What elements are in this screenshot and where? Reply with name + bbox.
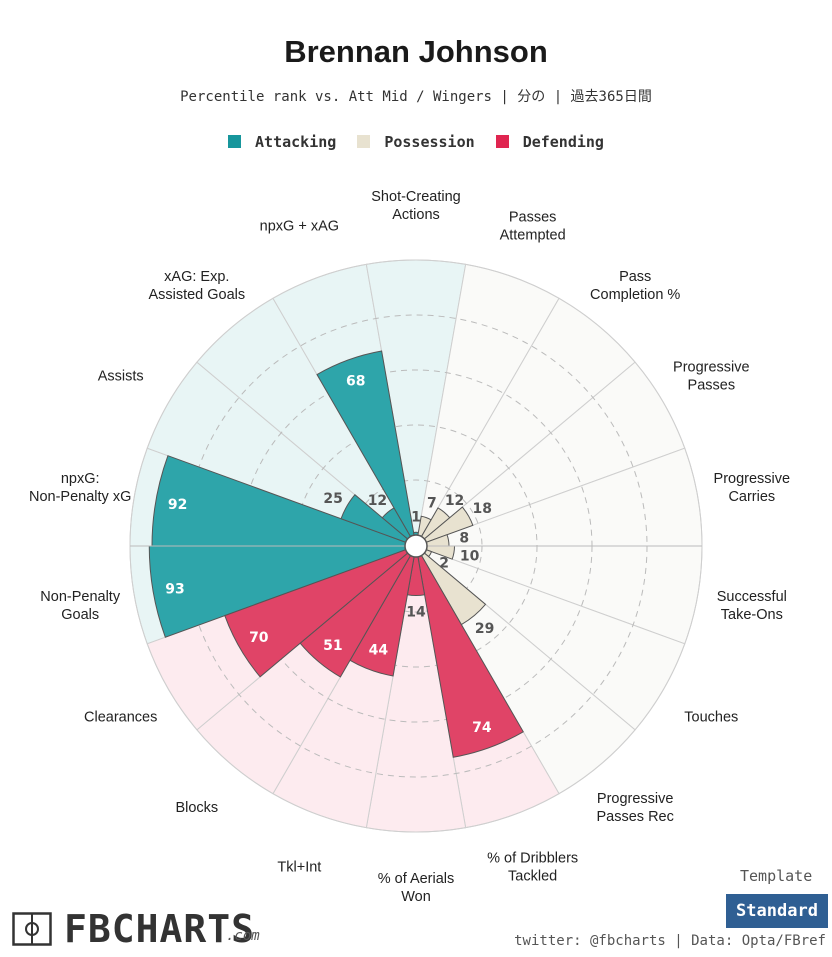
template-standard-button[interactable]: Standard [726, 894, 828, 928]
logo-suffix: .com [226, 928, 260, 944]
category-label-npxg-xag: npxG + xAG [260, 219, 339, 235]
category-label-passes-attempted: Passes Attempted [500, 210, 566, 244]
legend-swatch-defending [495, 135, 509, 148]
category-label-progressive-passes: Progressive Passes [673, 360, 750, 394]
category-label-of-dribblers-tackled: % of Dribblers Tackled [487, 850, 578, 884]
value-label-progressive-carries: 8 [459, 530, 469, 546]
value-label-npxg-non-penalty-xg: 92 [168, 497, 187, 513]
template-label: Template [740, 867, 813, 885]
category-label-non-penalty-goals: Non-Penalty Goals [40, 589, 121, 623]
value-label-touches: 2 [439, 555, 449, 571]
value-label-successful-take-ons: 10 [460, 548, 480, 564]
category-label-shot-creating-actions: Shot-Creating Actions [371, 189, 460, 223]
center-hole [404, 534, 428, 558]
legend-label-possession: Possession [384, 133, 475, 151]
legend-item-possession: Possession [357, 133, 475, 151]
value-label-progressive-passes: 18 [473, 501, 492, 517]
category-label-of-aerials-won: % of Aerials Won [378, 871, 455, 905]
legend-item-defending: Defending [495, 133, 604, 151]
value-label-of-aerials-won: 14 [406, 605, 426, 621]
value-label-progressive-passes-rec: 29 [475, 621, 494, 637]
legend-swatch-attacking [228, 135, 242, 148]
logo-text: FBCHARTS [64, 907, 256, 951]
value-label-npxg-xag: 68 [346, 374, 365, 390]
value-label-blocks: 51 [323, 638, 342, 654]
category-label-touches: Touches [684, 710, 738, 726]
value-label-assists: 25 [323, 491, 342, 507]
legend: Attacking Possession Defending [0, 133, 832, 151]
category-label-blocks: Blocks [175, 800, 218, 816]
category-label-npxg-non-penalty-xg: npxG: Non-Penalty xG [29, 471, 131, 505]
legend-item-attacking: Attacking [228, 133, 336, 151]
category-label-assists: Assists [98, 369, 144, 385]
value-label-non-penalty-goals: 93 [165, 582, 184, 598]
value-label-passes-attempted: 7 [427, 496, 437, 512]
value-label-of-dribblers-tackled: 74 [472, 720, 492, 736]
legend-label-attacking: Attacking [255, 133, 337, 151]
value-label-pass-completion: 12 [445, 493, 464, 509]
category-label-pass-completion: Pass Completion % [590, 269, 680, 303]
chart-subtitle: Percentile rank vs. Att Mid / Wingers | … [180, 89, 652, 105]
pitch-icon [12, 912, 52, 946]
chart-title: Brennan Johnson [284, 34, 548, 69]
category-label-progressive-carries: Progressive Carries [714, 471, 791, 505]
value-label-shot-creating-actions: 1 [411, 509, 421, 525]
value-label-tkl-int: 44 [369, 642, 389, 658]
category-label-successful-take-ons: Successful Take-Ons [717, 589, 787, 623]
value-label-clearances: 70 [249, 630, 269, 646]
category-label-tkl-int: Tkl+Int [277, 859, 321, 875]
category-label-progressive-passes-rec: Progressive Passes Rec [597, 791, 674, 825]
value-label-xag-exp-assisted-goals: 12 [368, 493, 387, 509]
category-label-clearances: Clearances [84, 710, 157, 726]
data-credit: twitter: @fbcharts | Data: Opta/FBref [514, 933, 826, 949]
category-label-xag-exp-assisted-goals: xAG: Exp. Assisted Goals [148, 269, 245, 303]
legend-swatch-possession [357, 135, 371, 148]
legend-label-defending: Defending [522, 133, 604, 151]
